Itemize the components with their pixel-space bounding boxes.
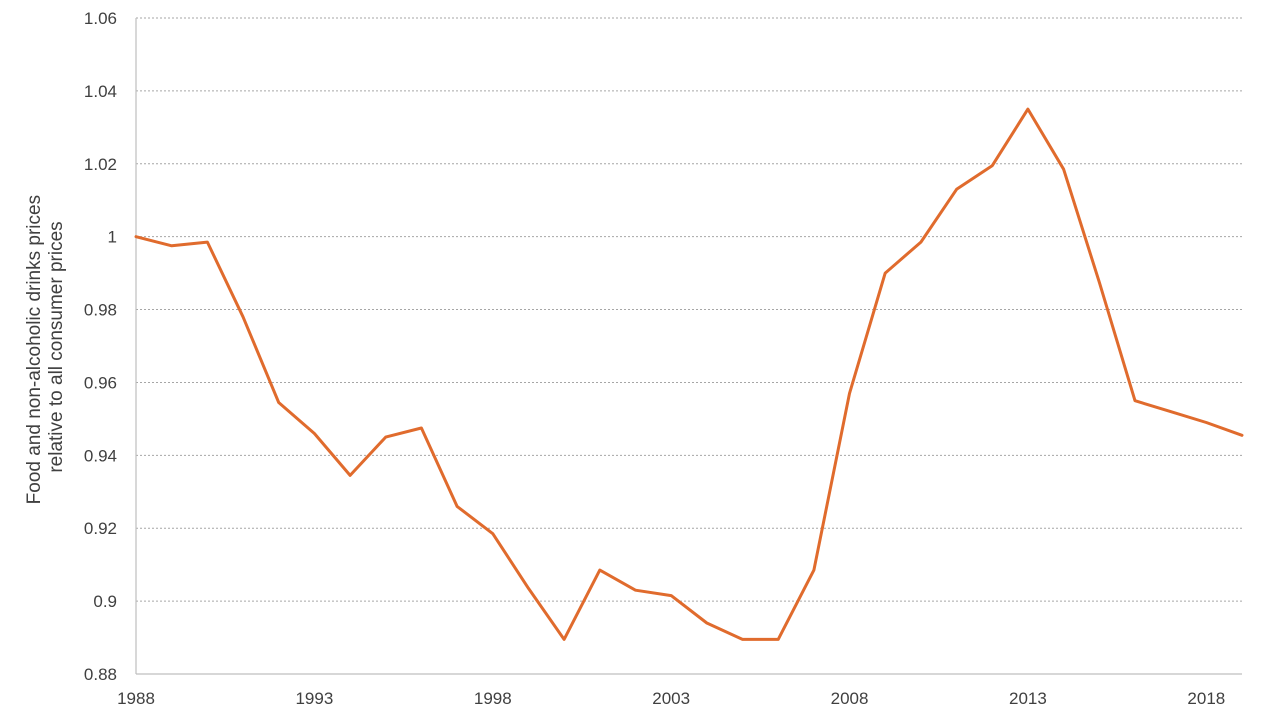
gridlines xyxy=(136,17,1242,602)
y-tick-label: 1.02 xyxy=(84,155,117,174)
y-tick-label: 0.88 xyxy=(84,665,117,684)
series-line xyxy=(134,107,1244,641)
y-tick-label: 1.06 xyxy=(84,9,117,28)
y-tick-labels: 0.88 0.9 0.92 0.94 0.96 0.98 1 1.02 1.04 1.06 xyxy=(84,9,117,684)
x-tick-label: 2013 xyxy=(1009,689,1047,708)
y-tick-label: 0.92 xyxy=(84,519,117,538)
y-axis-title: Food and non-alcoholic drinks prices rel… xyxy=(24,190,67,505)
x-tick-label: 1993 xyxy=(295,689,333,708)
x-tick-label: 1998 xyxy=(474,689,512,708)
y-tick-label: 0.98 xyxy=(84,301,117,320)
x-tick-label: 1988 xyxy=(117,689,155,708)
x-tick-labels: 1988 1993 1998 2003 2008 2013 2018 xyxy=(117,689,1225,708)
y-axis-title-line-2: relative to all consumer prices xyxy=(46,221,67,472)
y-tick-label: 1.04 xyxy=(84,82,117,101)
x-tick-label: 2008 xyxy=(831,689,869,708)
y-axis-title-line-1: Food and non-alcoholic drinks prices xyxy=(24,195,45,504)
axes xyxy=(135,18,1242,675)
series-lines xyxy=(134,107,1244,641)
y-tick-label: 0.96 xyxy=(84,373,117,392)
x-tick-label: 2003 xyxy=(652,689,690,708)
x-tick-label: 2018 xyxy=(1187,689,1225,708)
y-tick-label: 0.9 xyxy=(93,592,117,611)
y-tick-label: 1 xyxy=(108,228,117,247)
y-tick-label: 0.94 xyxy=(84,446,117,465)
